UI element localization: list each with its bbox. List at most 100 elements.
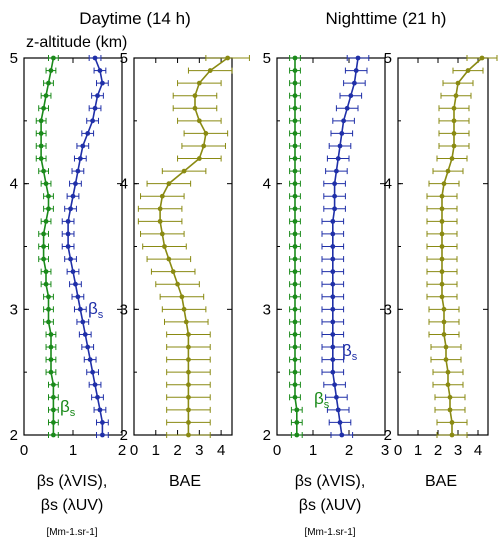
- point-marker: [292, 131, 298, 136]
- point-marker: [46, 319, 51, 325]
- x-tick-label: 0: [273, 442, 281, 459]
- data-point: [76, 318, 90, 325]
- point-marker: [451, 143, 457, 149]
- point-marker: [439, 218, 445, 224]
- point-marker: [65, 244, 71, 249]
- point-marker: [192, 105, 198, 111]
- point-marker: [355, 55, 361, 61]
- data-point: [321, 230, 345, 237]
- data-point: [321, 306, 345, 313]
- data-point: [88, 381, 102, 388]
- data-point: [43, 293, 54, 300]
- point-marker: [330, 256, 336, 262]
- point-marker: [38, 156, 44, 161]
- point-marker: [92, 382, 98, 388]
- point-marker: [46, 294, 51, 300]
- data-point: [166, 381, 211, 388]
- point-marker: [85, 131, 91, 136]
- point-marker: [186, 357, 191, 362]
- data-point: [38, 168, 49, 175]
- point-marker: [330, 344, 336, 350]
- point-marker: [38, 118, 44, 124]
- night-bs-xlabel-unit: [Mm-1.sr-1]: [304, 527, 355, 538]
- point-marker: [292, 218, 298, 224]
- point-marker: [80, 143, 86, 149]
- point-marker: [337, 143, 343, 149]
- data-point: [290, 406, 303, 413]
- data-point: [86, 117, 99, 124]
- data-point: [289, 80, 301, 87]
- point-marker: [332, 382, 337, 388]
- data-point: [48, 419, 59, 426]
- series-bae-series: [426, 55, 498, 438]
- point-marker: [159, 231, 165, 237]
- point-marker: [443, 357, 449, 362]
- point-marker: [339, 432, 345, 438]
- point-marker: [449, 420, 455, 425]
- x-tick-label: 2: [118, 442, 126, 459]
- data-point: [88, 55, 102, 61]
- night-bs-xlabel-line2: βs (λUV): [299, 497, 362, 514]
- point-marker: [292, 344, 298, 350]
- data-point: [40, 281, 52, 288]
- point-marker: [353, 68, 359, 73]
- point-marker: [97, 407, 103, 413]
- point-marker: [51, 432, 56, 438]
- point-marker: [51, 55, 56, 61]
- data-point: [426, 218, 458, 225]
- x-tick-label: 3: [454, 442, 462, 459]
- point-marker: [455, 80, 461, 86]
- point-marker: [292, 206, 298, 212]
- point-marker: [75, 294, 81, 300]
- data-point: [434, 394, 466, 401]
- data-point: [91, 92, 104, 99]
- point-marker: [447, 394, 453, 400]
- data-point: [323, 193, 346, 200]
- data-point: [321, 293, 345, 300]
- x-tick-label: 1: [69, 442, 77, 459]
- svg-text:βs: βs: [314, 389, 330, 411]
- point-marker: [294, 420, 300, 425]
- data-point: [289, 155, 301, 162]
- data-point: [61, 230, 75, 237]
- x-tick-label: 0: [394, 442, 402, 459]
- point-marker: [48, 68, 54, 73]
- data-point: [159, 293, 205, 300]
- point-marker: [51, 394, 56, 400]
- data-point: [150, 268, 196, 275]
- data-point: [290, 419, 303, 426]
- data-point: [432, 168, 464, 175]
- point-marker: [451, 131, 457, 136]
- point-marker: [292, 332, 298, 337]
- day-bae-xlabel: BAE: [169, 473, 201, 490]
- point-marker: [41, 256, 46, 262]
- data-point: [289, 230, 301, 237]
- data-point: [346, 55, 370, 61]
- data-point: [45, 369, 57, 376]
- series-uv-series: [321, 55, 370, 438]
- data-point: [83, 356, 97, 363]
- point-marker: [43, 281, 49, 287]
- svg-text:βs: βs: [342, 341, 358, 363]
- point-marker: [439, 269, 445, 275]
- data-point: [289, 168, 301, 175]
- data-point: [43, 318, 54, 325]
- point-marker: [100, 432, 105, 438]
- point-marker: [157, 206, 163, 212]
- data-point: [321, 218, 345, 225]
- data-point: [48, 406, 59, 413]
- data-point: [48, 55, 59, 61]
- point-marker: [196, 156, 202, 161]
- data-point: [187, 67, 233, 74]
- data-point: [321, 268, 345, 275]
- y-tick-label: 2: [384, 427, 392, 444]
- data-point: [38, 105, 49, 112]
- data-point: [43, 205, 54, 212]
- data-point: [177, 80, 222, 87]
- data-point: [142, 243, 187, 250]
- point-marker: [70, 269, 76, 275]
- point-marker: [330, 231, 336, 237]
- data-point: [290, 432, 303, 438]
- data-point: [181, 142, 226, 149]
